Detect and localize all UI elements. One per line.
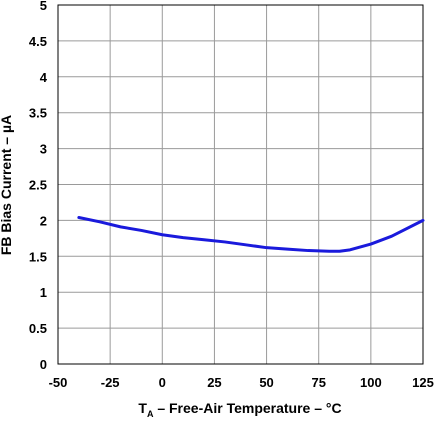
x-axis-title-subscript: A (147, 409, 154, 417)
y-tick-label: 3.5 (29, 106, 47, 121)
x-axis-title-rest: – Free-Air Temperature – °C (153, 400, 341, 416)
x-tick-label: 75 (311, 375, 325, 390)
series-layer (77, 216, 425, 253)
y-tick-label: 3 (40, 142, 47, 157)
y-tick-label: 1 (40, 285, 47, 300)
y-tick-label: 4 (40, 70, 48, 85)
y-tick-label: 5 (40, 0, 47, 13)
series-line-0 (77, 216, 425, 253)
x-tick-label: 100 (360, 375, 382, 390)
y-axis-title: FB Bias Current – µA (0, 115, 14, 255)
y-tick-label: 2.5 (29, 178, 47, 193)
x-tick-label: -25 (101, 375, 120, 390)
x-tick-label: -50 (49, 375, 68, 390)
y-tick-label: 0 (40, 357, 47, 372)
x-axis-title: TA – Free-Air Temperature – °C (138, 400, 341, 417)
y-tick-label: 2 (40, 213, 47, 228)
x-tick-label: 125 (412, 375, 434, 390)
x-tick-label: 0 (159, 375, 166, 390)
x-axis-title-prefix: T (138, 400, 147, 416)
grid (57, 4, 424, 365)
plot-frame (57, 4, 424, 365)
y-tick-label: 1.5 (29, 249, 47, 264)
x-tick-label: 50 (259, 375, 273, 390)
y-tick-labels: 0 0.5 1 1.5 2 2.5 3 3.5 4 4.5 5 (29, 0, 48, 372)
y-tick-label: 0.5 (29, 321, 47, 336)
x-tick-labels: -50 -25 0 25 50 75 100 125 (49, 375, 434, 390)
x-tick-label: 25 (207, 375, 221, 390)
y-tick-label: 4.5 (29, 34, 47, 49)
